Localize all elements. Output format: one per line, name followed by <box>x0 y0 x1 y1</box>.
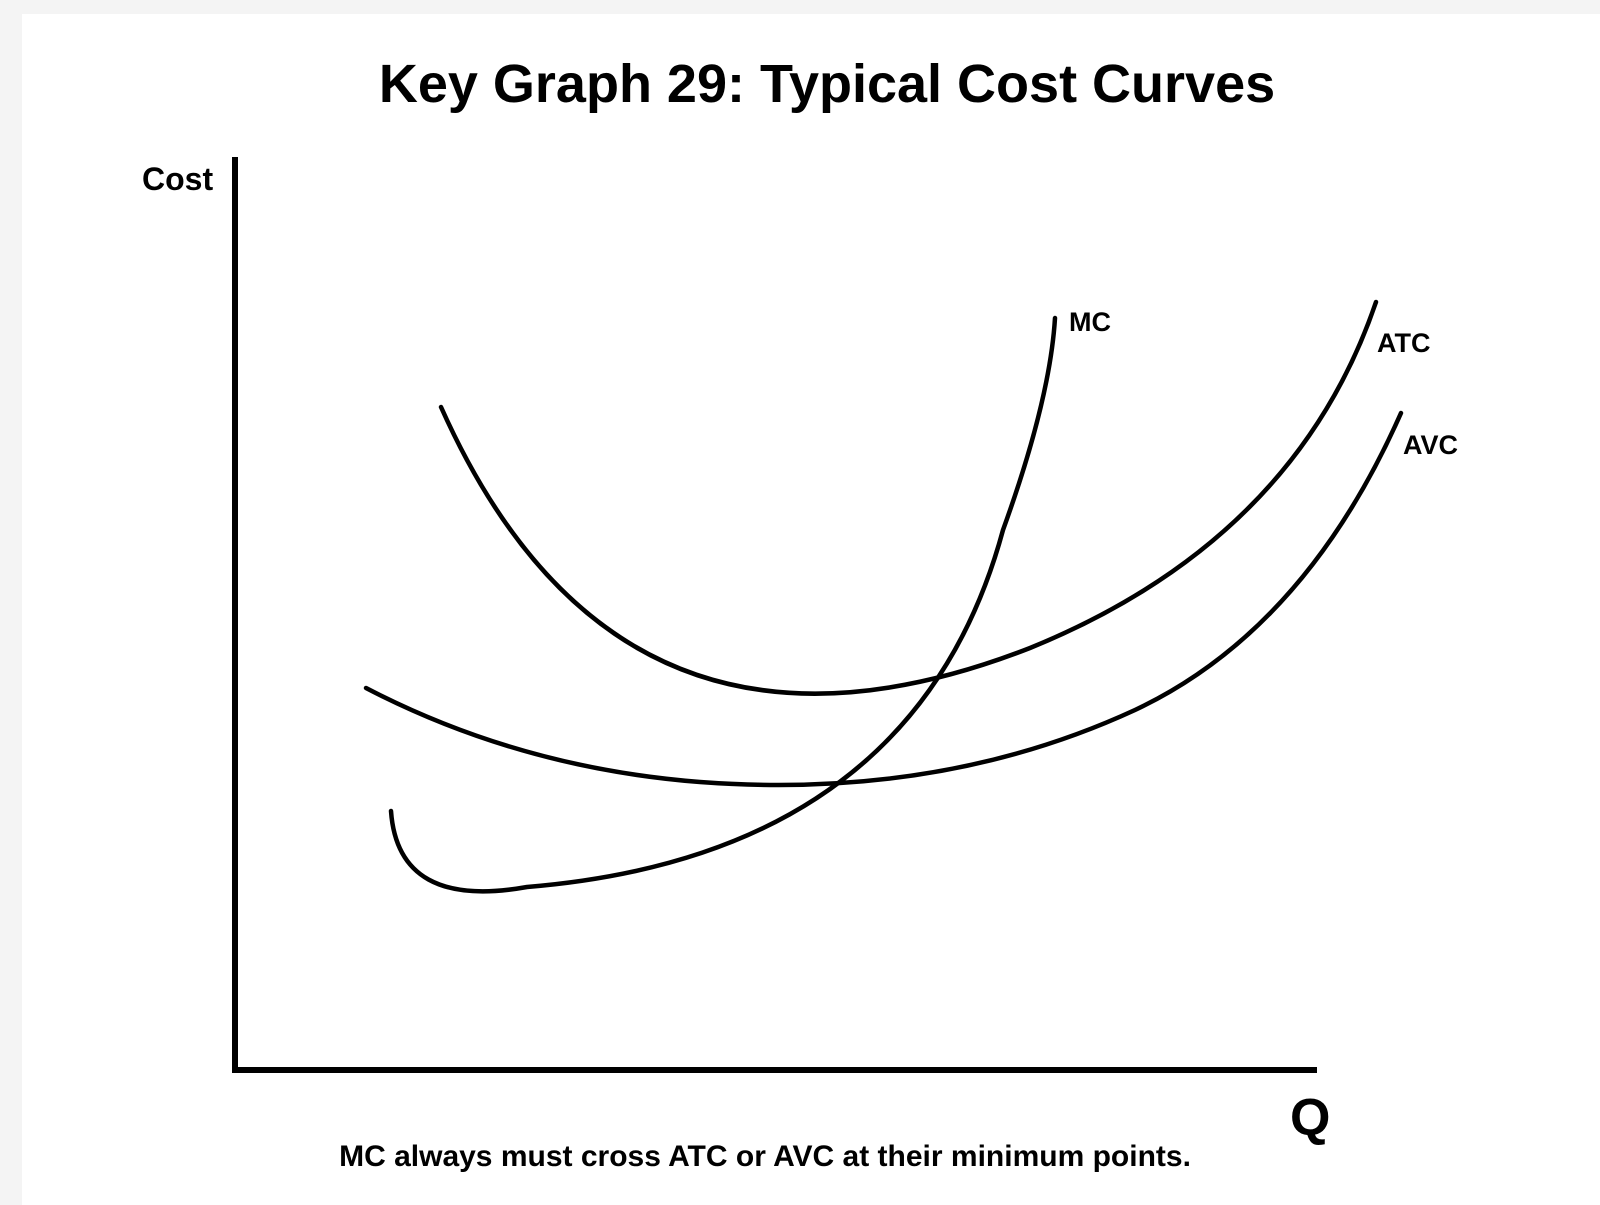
avc-curve <box>363 410 1404 788</box>
chart-card <box>22 14 1600 1205</box>
mc-label: MC <box>1069 307 1111 337</box>
chart-caption: MC always must cross ATC or AVC at their… <box>339 1140 1191 1173</box>
avc-label: AVC <box>1403 430 1458 460</box>
x-axis-label: Q <box>1290 1089 1330 1147</box>
chart-title: Key Graph 29: Typical Cost Curves <box>379 54 1275 114</box>
atc-label: ATC <box>1377 328 1431 358</box>
atc-curve <box>438 299 1379 696</box>
mc-curve <box>388 315 1058 894</box>
y-axis-label: Cost <box>142 161 213 197</box>
